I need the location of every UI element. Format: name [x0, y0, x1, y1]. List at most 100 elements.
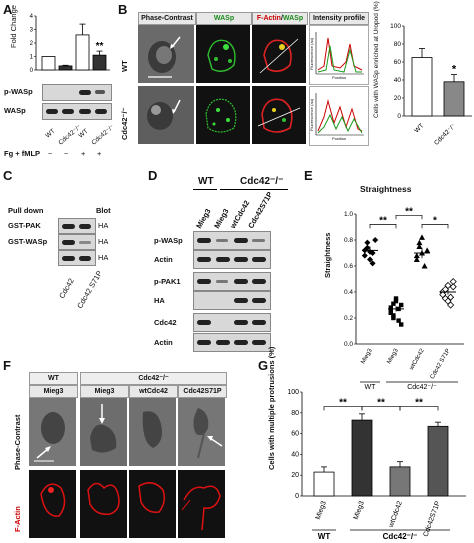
data-point — [364, 244, 371, 251]
d-group-wt: WT — [198, 176, 214, 187]
y-tick-label: 0 — [295, 493, 299, 500]
data-point — [399, 322, 404, 327]
x-tick-label: Mieg3 — [315, 500, 328, 520]
f-col-3: wtCdc42 — [129, 385, 178, 398]
d-lane-4: Cdc42S71P — [246, 190, 275, 230]
b-row-ko: Cdc42⁻/⁻ — [120, 107, 129, 140]
bar — [75, 34, 90, 71]
c-blot-label-2: HA — [98, 237, 109, 246]
data-point — [364, 239, 371, 246]
data-point — [449, 283, 457, 291]
y-tick-label: 1 — [30, 55, 34, 61]
c-lane-1: Cdc42 — [57, 276, 76, 300]
b-phase-ko-image — [138, 86, 194, 144]
significance-marker: ** — [405, 206, 413, 217]
d-blot-cdc42 — [193, 313, 271, 332]
data-point — [391, 313, 396, 318]
y-tick-label: 100 — [287, 389, 299, 396]
f-factin-3 — [129, 470, 176, 538]
group-label-ko: Cdc42⁻/⁻ — [383, 532, 418, 541]
panel-label-b: B — [118, 2, 128, 17]
y-tick-label: 4 — [30, 14, 34, 20]
bar — [92, 54, 107, 71]
f-factin-4 — [178, 470, 225, 538]
y-tick-label: 80 — [394, 41, 402, 48]
bar — [389, 466, 411, 497]
x-tick-label: Cdc42⁻/⁻ — [433, 122, 458, 147]
treatment-2: − — [64, 149, 69, 158]
panel-label-e: E — [304, 168, 313, 183]
data-point — [391, 315, 396, 321]
b-profile-ko-xlabel: Position — [332, 136, 347, 141]
b-col-header-1: Phase-Contrast — [138, 12, 196, 25]
c-blot-2 — [58, 234, 96, 250]
data-point — [372, 237, 379, 243]
data-point — [419, 234, 425, 240]
e-title: Straightness — [360, 184, 412, 194]
f-factin-1 — [29, 470, 76, 538]
bar — [313, 471, 335, 497]
y-tick-label: 80 — [291, 410, 299, 417]
b-profile-ko-ylabel: Fluorescence (au) — [309, 98, 314, 131]
b-row-wt: WT — [120, 60, 129, 72]
b-profile-wt: Position Fluorescence (au) — [309, 25, 369, 85]
panel-b-ylabel: Cells with WASp enriched at Uropod (%) — [373, 1, 380, 118]
y-tick-label: 20 — [394, 95, 402, 102]
data-point — [393, 298, 399, 304]
f-phase-2 — [80, 398, 127, 466]
y-tick-label: 0 — [30, 68, 34, 74]
y-tick-label: 0.8 — [344, 237, 353, 244]
d-blot-label-4: HA — [154, 296, 165, 305]
f-phase-4 — [178, 398, 225, 466]
lane-a-1: WT — [44, 127, 57, 140]
bar — [427, 425, 449, 497]
f-phase-3 — [129, 398, 176, 466]
y-tick-label: 0.4 — [344, 289, 353, 296]
panel-label-a: A — [3, 2, 13, 17]
c-row-1: GST-PAK — [8, 221, 41, 230]
bar — [443, 81, 465, 117]
blot-a-label-2: WASp — [4, 106, 26, 115]
f-col-2: Mieg3 — [80, 385, 129, 398]
c-blot-3 — [58, 250, 96, 266]
data-point — [388, 305, 393, 310]
panel-b-bar-chart: 0 20 40 60 80 100 WT Cdc42⁻/⁻ * — [390, 23, 472, 147]
g-ylabel: Cells with multiple protrusions (%) — [267, 346, 276, 470]
treatment-4: + — [97, 149, 102, 158]
b-col-header-3: F-Actin/WASp — [252, 12, 308, 25]
c-lane-2: Cdc42 S71P — [75, 269, 104, 310]
panel-label-c: C — [3, 168, 13, 183]
data-point — [413, 256, 420, 262]
data-point — [393, 296, 399, 301]
y-tick-label: 2 — [30, 41, 34, 47]
d-blot-ppak1 — [193, 272, 271, 291]
panel-g-bar-chart: 0 20 40 60 80 100 Mieg3 Mieg3 wtCdc42 Cdc42S71P **… — [287, 389, 466, 541]
data-point — [416, 239, 423, 246]
bar — [41, 56, 56, 71]
f-group-wt: WT — [29, 372, 78, 385]
data-point — [369, 260, 376, 267]
d-lane-1: Mieg3 — [194, 207, 213, 230]
d-blot-pwasp — [193, 231, 271, 250]
f-factin-2 — [80, 470, 127, 538]
y-tick-label: 1.0 — [344, 211, 353, 218]
b-wasp-part: WASp — [282, 15, 304, 22]
treatment-label: Fg + fMLP — [4, 149, 41, 158]
c-blot-header: Blot — [96, 206, 111, 215]
c-blot-label-1: HA — [98, 221, 109, 230]
b-wasp-wt-image — [196, 25, 250, 83]
c-row-2: GST-WASp — [8, 237, 48, 246]
x-tick-label: Mieg3 — [360, 347, 374, 365]
x-tick-label: Mieg3 — [353, 500, 366, 520]
y-tick-label: 3 — [30, 28, 34, 34]
d-blot-label-3: p-PAK1 — [154, 277, 181, 286]
data-point — [447, 293, 455, 301]
lane-a-4: Cdc42⁻/⁻ — [90, 123, 116, 147]
data-point — [424, 247, 431, 253]
data-point — [413, 252, 420, 259]
data-point — [396, 318, 401, 323]
significance-bracket — [369, 224, 397, 229]
b-fa-part: F-Actin — [256, 15, 281, 22]
group-label-ko: Cdc42⁻/⁻ — [407, 384, 437, 389]
